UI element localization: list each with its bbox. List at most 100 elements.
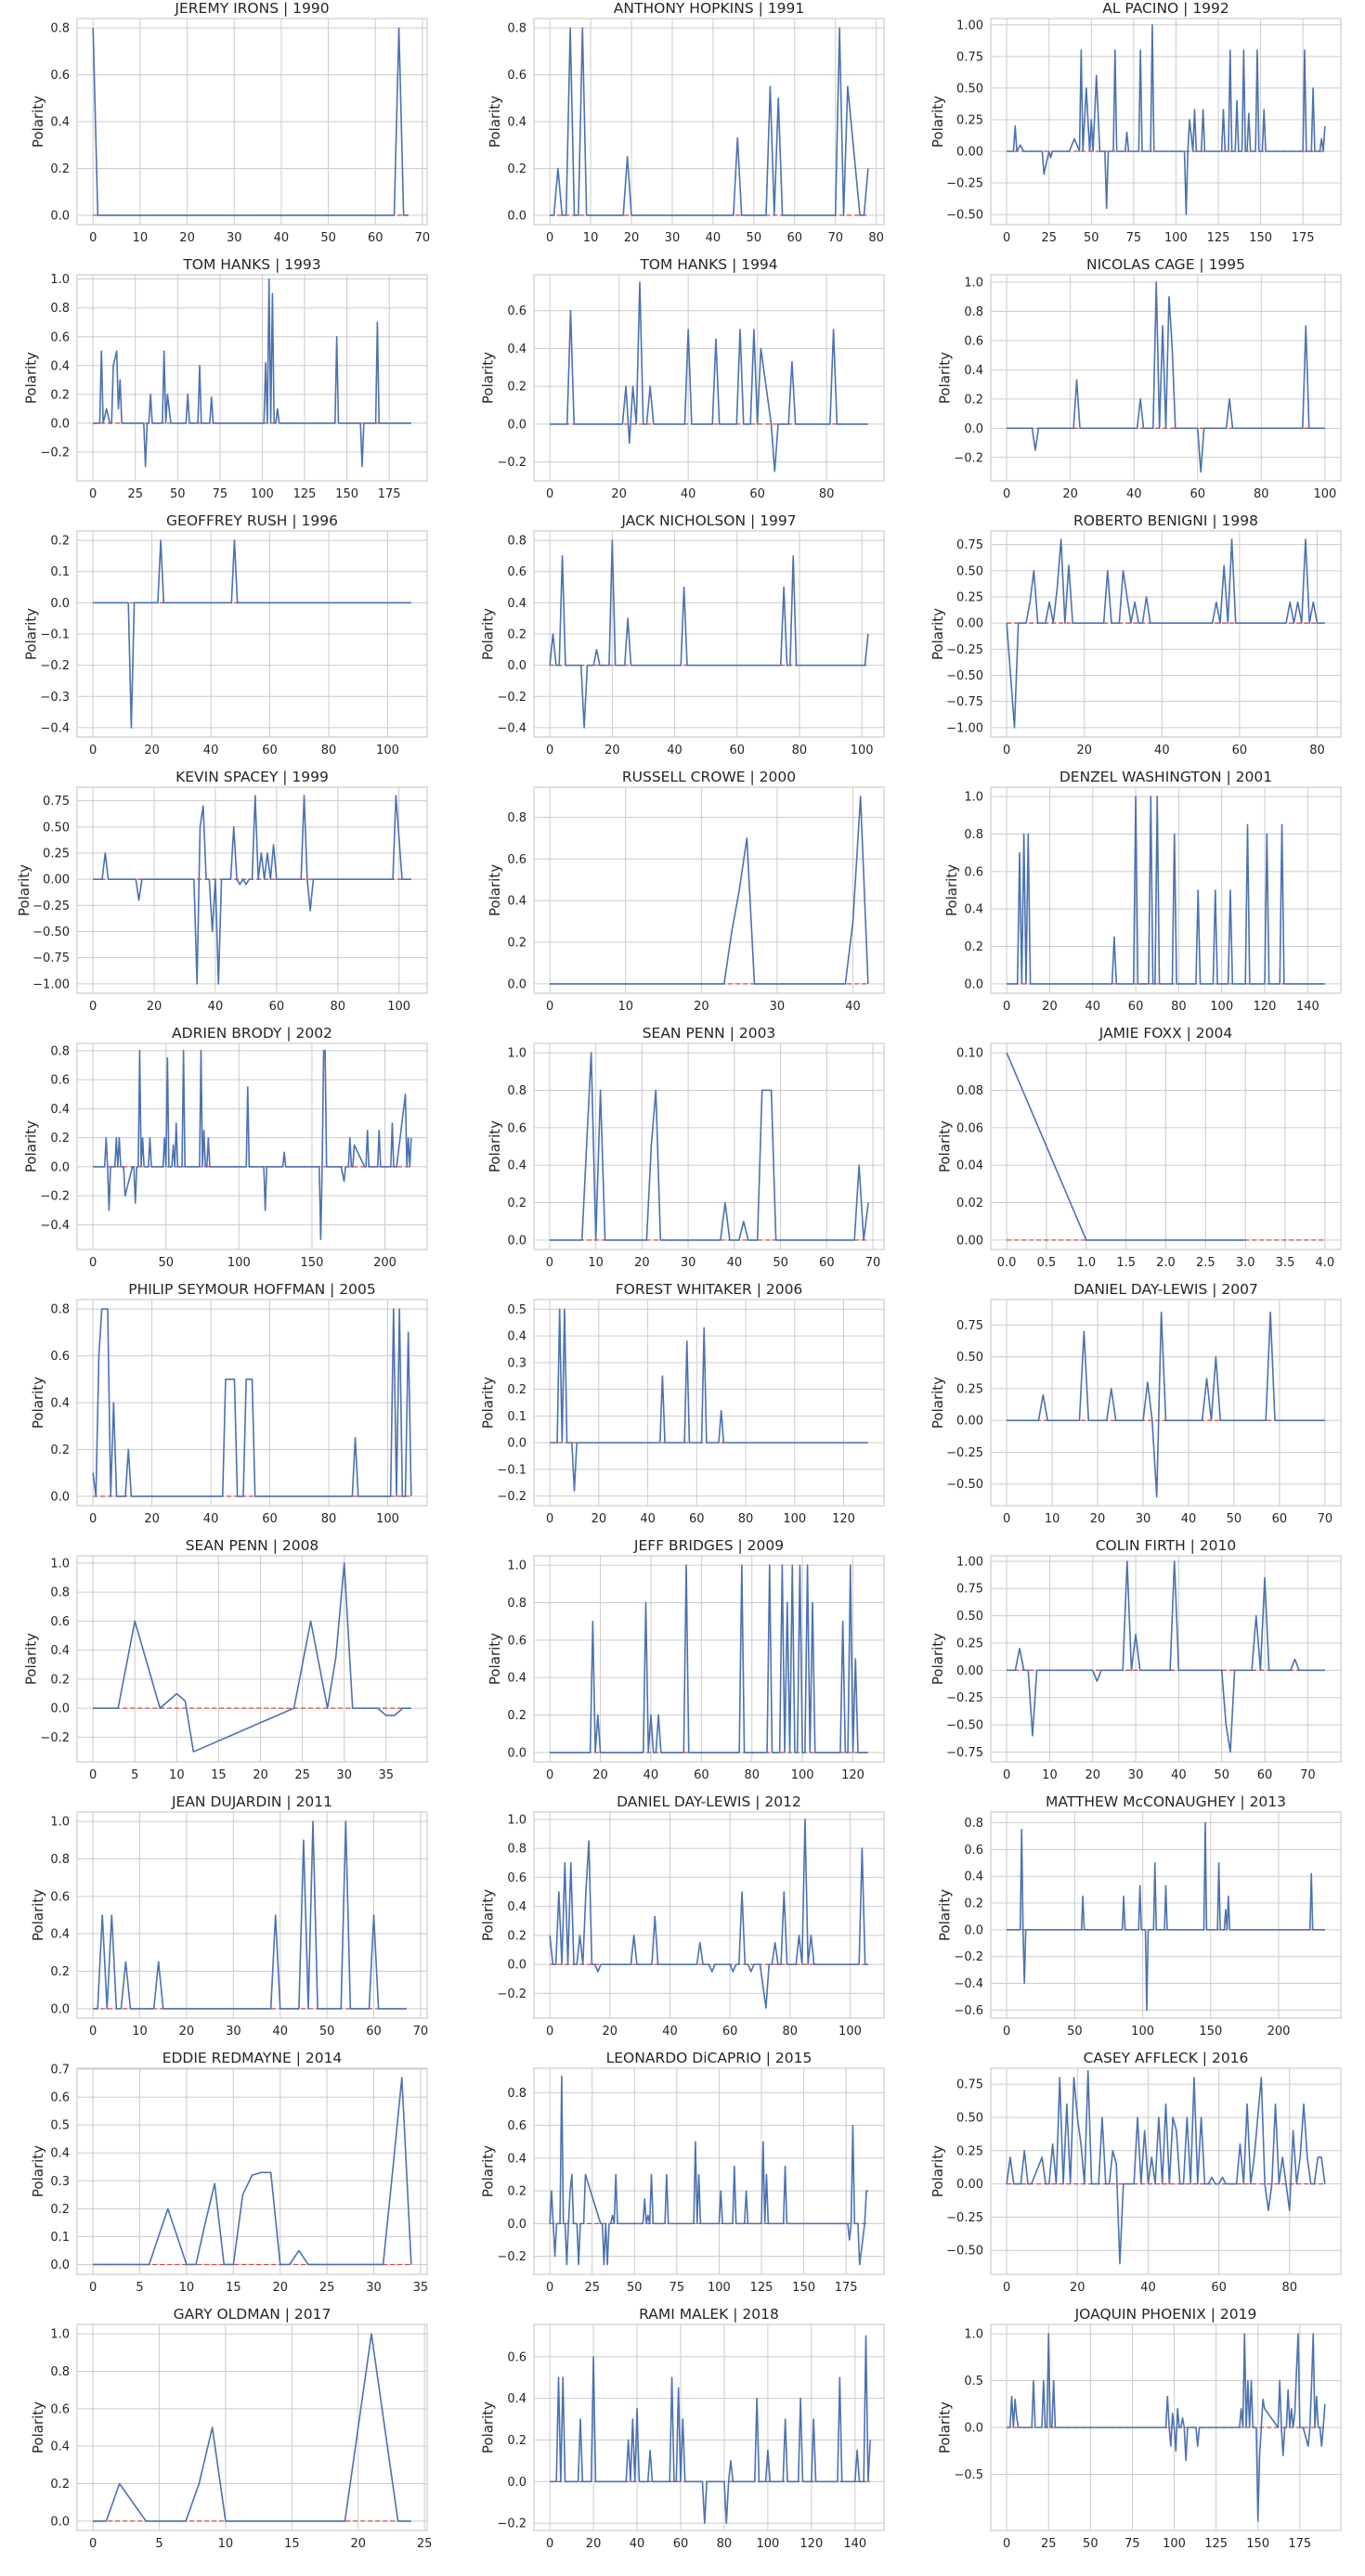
- x-tick-label: 100: [251, 487, 274, 501]
- x-tick-label: 100: [1163, 2537, 1186, 2551]
- subplot-title: SEAN PENN | 2008: [186, 1537, 319, 1554]
- y-tick-label: 0.6: [50, 1890, 70, 1904]
- x-tick-label: 20: [586, 2537, 602, 2551]
- y-tick-label: −0.25: [946, 177, 983, 191]
- x-tick-label: 20: [1070, 2281, 1086, 2295]
- x-tick-label: 50: [1227, 1512, 1242, 1526]
- x-tick-label: 150: [1249, 231, 1272, 245]
- y-tick-label: 0.2: [50, 162, 70, 176]
- y-tick-label: 0.8: [50, 302, 70, 316]
- polarity-line: [1007, 1311, 1325, 1498]
- x-tick-label: 100: [387, 1000, 410, 1014]
- y-tick-label: 0.25: [956, 1637, 983, 1650]
- x-tick-label: 3.0: [1236, 1256, 1255, 1270]
- y-tick-label: 0.0: [50, 1702, 70, 1716]
- x-tick-label: 40: [272, 2025, 288, 2039]
- y-axis-label: Polarity: [487, 96, 503, 148]
- x-tick-label: 20: [350, 2537, 366, 2551]
- y-tick-label: 1.0: [964, 276, 983, 290]
- plot-area: [991, 531, 1341, 737]
- y-axis-label: Polarity: [16, 864, 32, 916]
- x-tick-label: 60: [366, 2025, 382, 2039]
- plot-area: [534, 787, 884, 993]
- subplot-title: LEONARDO DiCAPRIO | 2015: [606, 2050, 812, 2066]
- y-tick-label: 0.25: [956, 1382, 983, 1396]
- y-tick-label: 0.2: [964, 393, 983, 407]
- x-tick-label: 0.0: [997, 1256, 1017, 1270]
- polarity-line: [93, 795, 411, 985]
- x-tick-label: 25: [417, 2537, 433, 2551]
- y-axis-label: Polarity: [943, 864, 960, 916]
- x-tick-label: 175: [835, 2281, 858, 2295]
- y-tick-label: −1.00: [946, 721, 983, 735]
- subplot-title: TOM HANKS | 1993: [182, 256, 320, 273]
- y-tick-label: 0.4: [50, 359, 70, 373]
- axes-frame: [990, 1811, 1342, 2019]
- x-tick-label: 80: [321, 1512, 337, 1526]
- subplot-title: PHILIP SEYMOUR HOFFMAN | 2005: [128, 1281, 376, 1298]
- x-tick-label: 125: [1207, 231, 1230, 245]
- x-tick-label: 20: [694, 1000, 709, 1014]
- x-tick-label: 40: [845, 1000, 861, 1014]
- x-tick-label: 10: [179, 2281, 195, 2295]
- y-tick-label: −0.3: [40, 691, 70, 705]
- y-tick-label: 0.0: [507, 1959, 526, 1973]
- axes-frame: [76, 2067, 428, 2275]
- plot-area: [77, 787, 427, 993]
- y-tick-label: 0.6: [50, 1615, 70, 1629]
- x-tick-label: 125: [293, 487, 317, 501]
- axes-frame: [76, 786, 428, 994]
- y-tick-label: 0.2: [507, 2185, 526, 2199]
- y-tick-label: 1.0: [964, 2328, 983, 2342]
- y-tick-label: 0.0: [507, 209, 526, 223]
- y-tick-label: 0.04: [956, 1159, 983, 1173]
- x-tick-label: 80: [330, 1000, 345, 1014]
- y-tick-label: 1.0: [507, 1560, 526, 1573]
- x-tick-label: 25: [319, 2281, 335, 2295]
- y-tick-label: −0.2: [497, 456, 526, 470]
- x-tick-label: 0: [1003, 231, 1010, 245]
- y-tick-label: 0.0: [507, 977, 526, 991]
- subplot-29: 0 20 40 60 80 100 120 140 −0.2 0.0 0.2 0.4 0.6 RAMI M…: [480, 2306, 885, 2551]
- x-tick-label: 20: [1090, 1512, 1106, 1526]
- y-tick-label: 0.2: [50, 1132, 70, 1146]
- y-tick-label: 0.4: [50, 116, 70, 130]
- x-tick-label: 40: [1126, 487, 1142, 501]
- y-tick-label: 0.0: [50, 1160, 70, 1174]
- x-tick-label: 0: [546, 487, 553, 501]
- x-tick-label: 100: [1210, 1000, 1233, 1014]
- x-tick-label: 60: [673, 2537, 689, 2551]
- y-tick-label: −0.25: [946, 1446, 983, 1460]
- plot-area: [77, 2068, 427, 2274]
- axes-frame: [533, 1299, 885, 1507]
- axes-frame: [76, 1042, 428, 1250]
- y-tick-label: −0.2: [40, 1731, 70, 1745]
- y-axis-label: Polarity: [480, 1889, 497, 1941]
- x-tick-label: 60: [1190, 487, 1205, 501]
- y-tick-label: 0.8: [507, 1597, 526, 1611]
- y-tick-label: 0.00: [956, 617, 983, 631]
- y-tick-label: 0.0: [50, 2002, 70, 2016]
- x-tick-label: 0: [89, 487, 97, 501]
- y-tick-label: −0.2: [954, 1950, 983, 1964]
- x-tick-label: 1.0: [1076, 1256, 1096, 1270]
- x-tick-label: 10: [133, 231, 149, 245]
- y-tick-label: 0.0: [507, 1437, 526, 1451]
- subplot-28: 0 5 10 15 20 25 0.0 0.2 0.4 0.6 0.8 1.0 GARY OLDMAN …: [30, 2306, 432, 2551]
- axes-frame: [76, 2324, 428, 2531]
- y-tick-label: 0.0: [50, 417, 70, 431]
- y-tick-label: 0.2: [50, 388, 70, 402]
- plot-area: [77, 275, 427, 481]
- y-tick-label: 0.75: [956, 50, 983, 64]
- y-tick-label: −0.1: [497, 1463, 526, 1477]
- subplot-27: 0 20 40 60 80 −0.50 −0.25 0.00 0.25 0.50 0.75 CASEY…: [930, 2050, 1342, 2295]
- subplot-22: 0 10 20 30 40 50 60 70 0.0 0.2 0.4 0.6 0.8 1.0 JEAN DU…: [30, 1793, 428, 2039]
- y-tick-label: 0.2: [964, 940, 983, 954]
- x-tick-label: 80: [1282, 2281, 1298, 2295]
- x-tick-label: 10: [1042, 1768, 1058, 1782]
- x-tick-label: 0: [546, 2281, 553, 2295]
- x-tick-label: 0: [89, 2537, 97, 2551]
- x-tick-label: 30: [681, 1256, 696, 1270]
